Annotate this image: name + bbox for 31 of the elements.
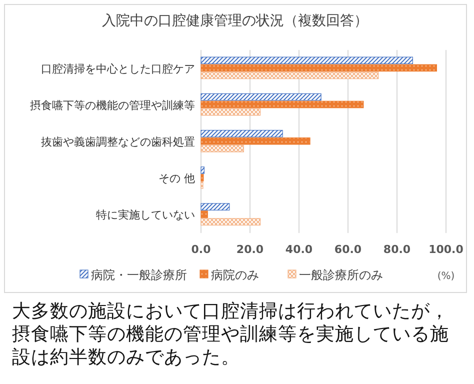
- bar: [200, 72, 379, 80]
- legend-label: 一般診療所のみ: [299, 268, 383, 282]
- x-tick-label: 60.0: [334, 243, 362, 256]
- bar: [200, 93, 322, 101]
- y-tick-label: 摂食嚥下等の機能の管理や訓練等: [30, 98, 195, 112]
- bar: [200, 166, 204, 174]
- x-tick-label: 80.0: [383, 243, 411, 256]
- y-tick-label: 口腔清掃を中心とした口腔ケア: [41, 62, 195, 76]
- legend-label: 病院のみ: [211, 268, 259, 282]
- bar: [200, 56, 413, 64]
- x-tick-label: 100.0: [428, 243, 464, 256]
- bar: [200, 210, 208, 218]
- y-tick-label: 特に実施していない: [96, 208, 195, 222]
- bar: [200, 144, 244, 152]
- y-tick-label: その 他: [158, 172, 195, 186]
- bar: [200, 108, 261, 116]
- x-tick-label: 40.0: [285, 243, 313, 256]
- bar: [200, 100, 364, 108]
- bar: [200, 174, 204, 182]
- chart-title: 入院中の口腔健康管理の状況（複数回答）: [102, 13, 368, 29]
- bar: [200, 218, 261, 226]
- text: 大多数の施設において口腔清掃は行われていたが，摂食嚥下等の機能の管理や訓練等を実施している施設は約半数のみであった。: [12, 300, 450, 369]
- y-tick-label: 抜歯や義歯調整などの歯科処置: [41, 136, 195, 148]
- x-axis-title: (%): [437, 271, 455, 282]
- x-tick-label: 0.0: [191, 243, 212, 256]
- x-tick-label: 20.0: [236, 243, 264, 256]
- bar: [200, 64, 437, 72]
- bar: [200, 130, 283, 138]
- bar: [200, 203, 230, 210]
- legend-label: 病院・一般診療所: [91, 268, 187, 282]
- bar: [200, 137, 310, 145]
